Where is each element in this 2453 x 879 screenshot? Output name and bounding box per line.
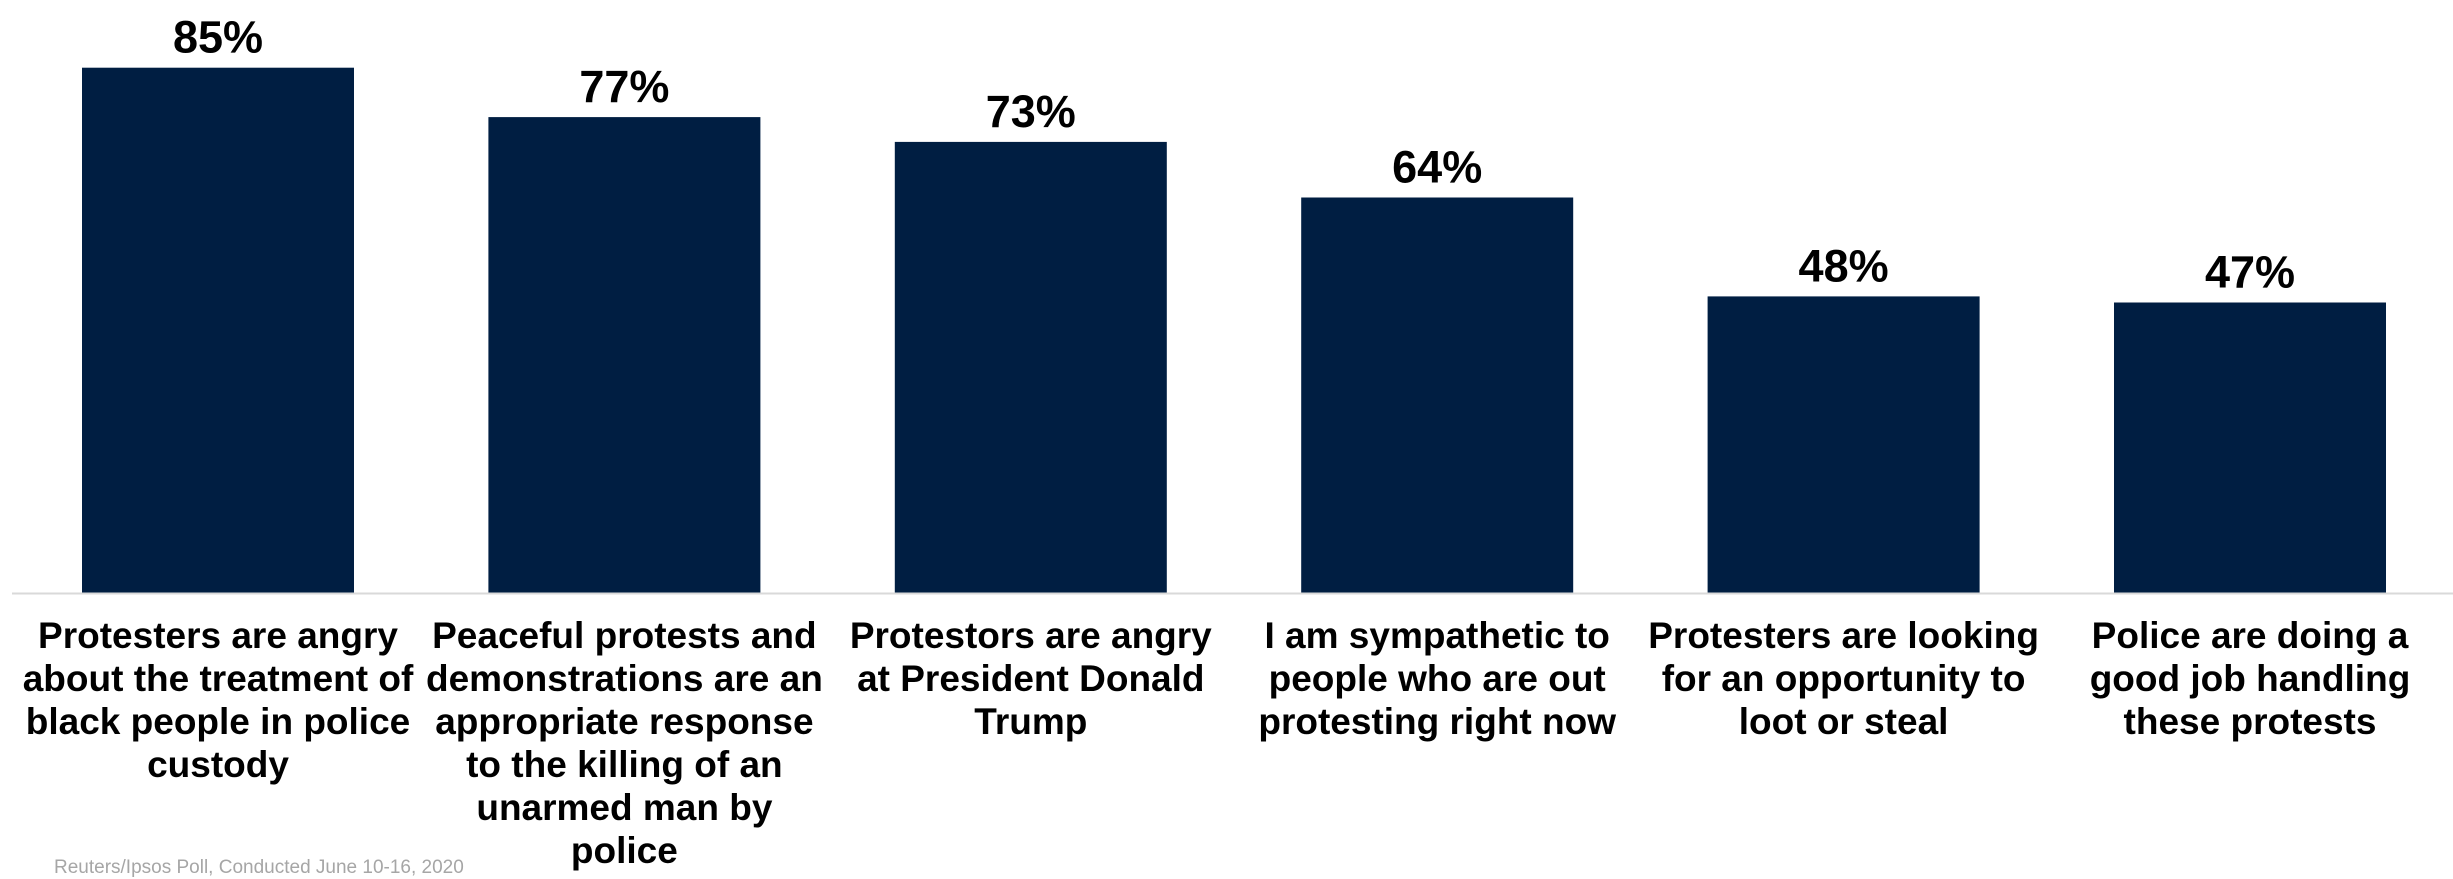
value-label-6: 47% xyxy=(2205,247,2295,298)
bar-1 xyxy=(82,67,354,593)
value-label-1: 85% xyxy=(173,12,263,63)
value-label-5: 48% xyxy=(1799,240,1889,291)
category-label-4: I am sympathetic to people who are out p… xyxy=(1258,615,1616,742)
bars-group xyxy=(82,67,2386,593)
category-label-6: Police are doing a good job handling the… xyxy=(2089,615,2411,742)
bar-6 xyxy=(2114,302,2386,593)
category-label-2: Peaceful protests and demonstrations are… xyxy=(425,615,823,871)
value-label-2: 77% xyxy=(579,61,669,112)
bar-3 xyxy=(894,141,1167,593)
bar-5 xyxy=(1707,296,1980,593)
source-note: Reuters/Ipsos Poll, Conducted June 10-16… xyxy=(54,857,464,878)
bar-2 xyxy=(488,117,761,593)
category-label-3: Protestors are angry at President Donald… xyxy=(849,615,1212,742)
value-label-4: 64% xyxy=(1392,142,1482,193)
value-labels-group: 85% 77% 73% 64% 48% 47% xyxy=(173,12,2295,298)
value-label-3: 73% xyxy=(986,86,1076,137)
category-label-1: Protesters are angry about the treatment… xyxy=(22,615,414,785)
category-label-5: Protesters are looking for an opportunit… xyxy=(1648,615,2039,742)
bar-4 xyxy=(1301,197,1574,593)
